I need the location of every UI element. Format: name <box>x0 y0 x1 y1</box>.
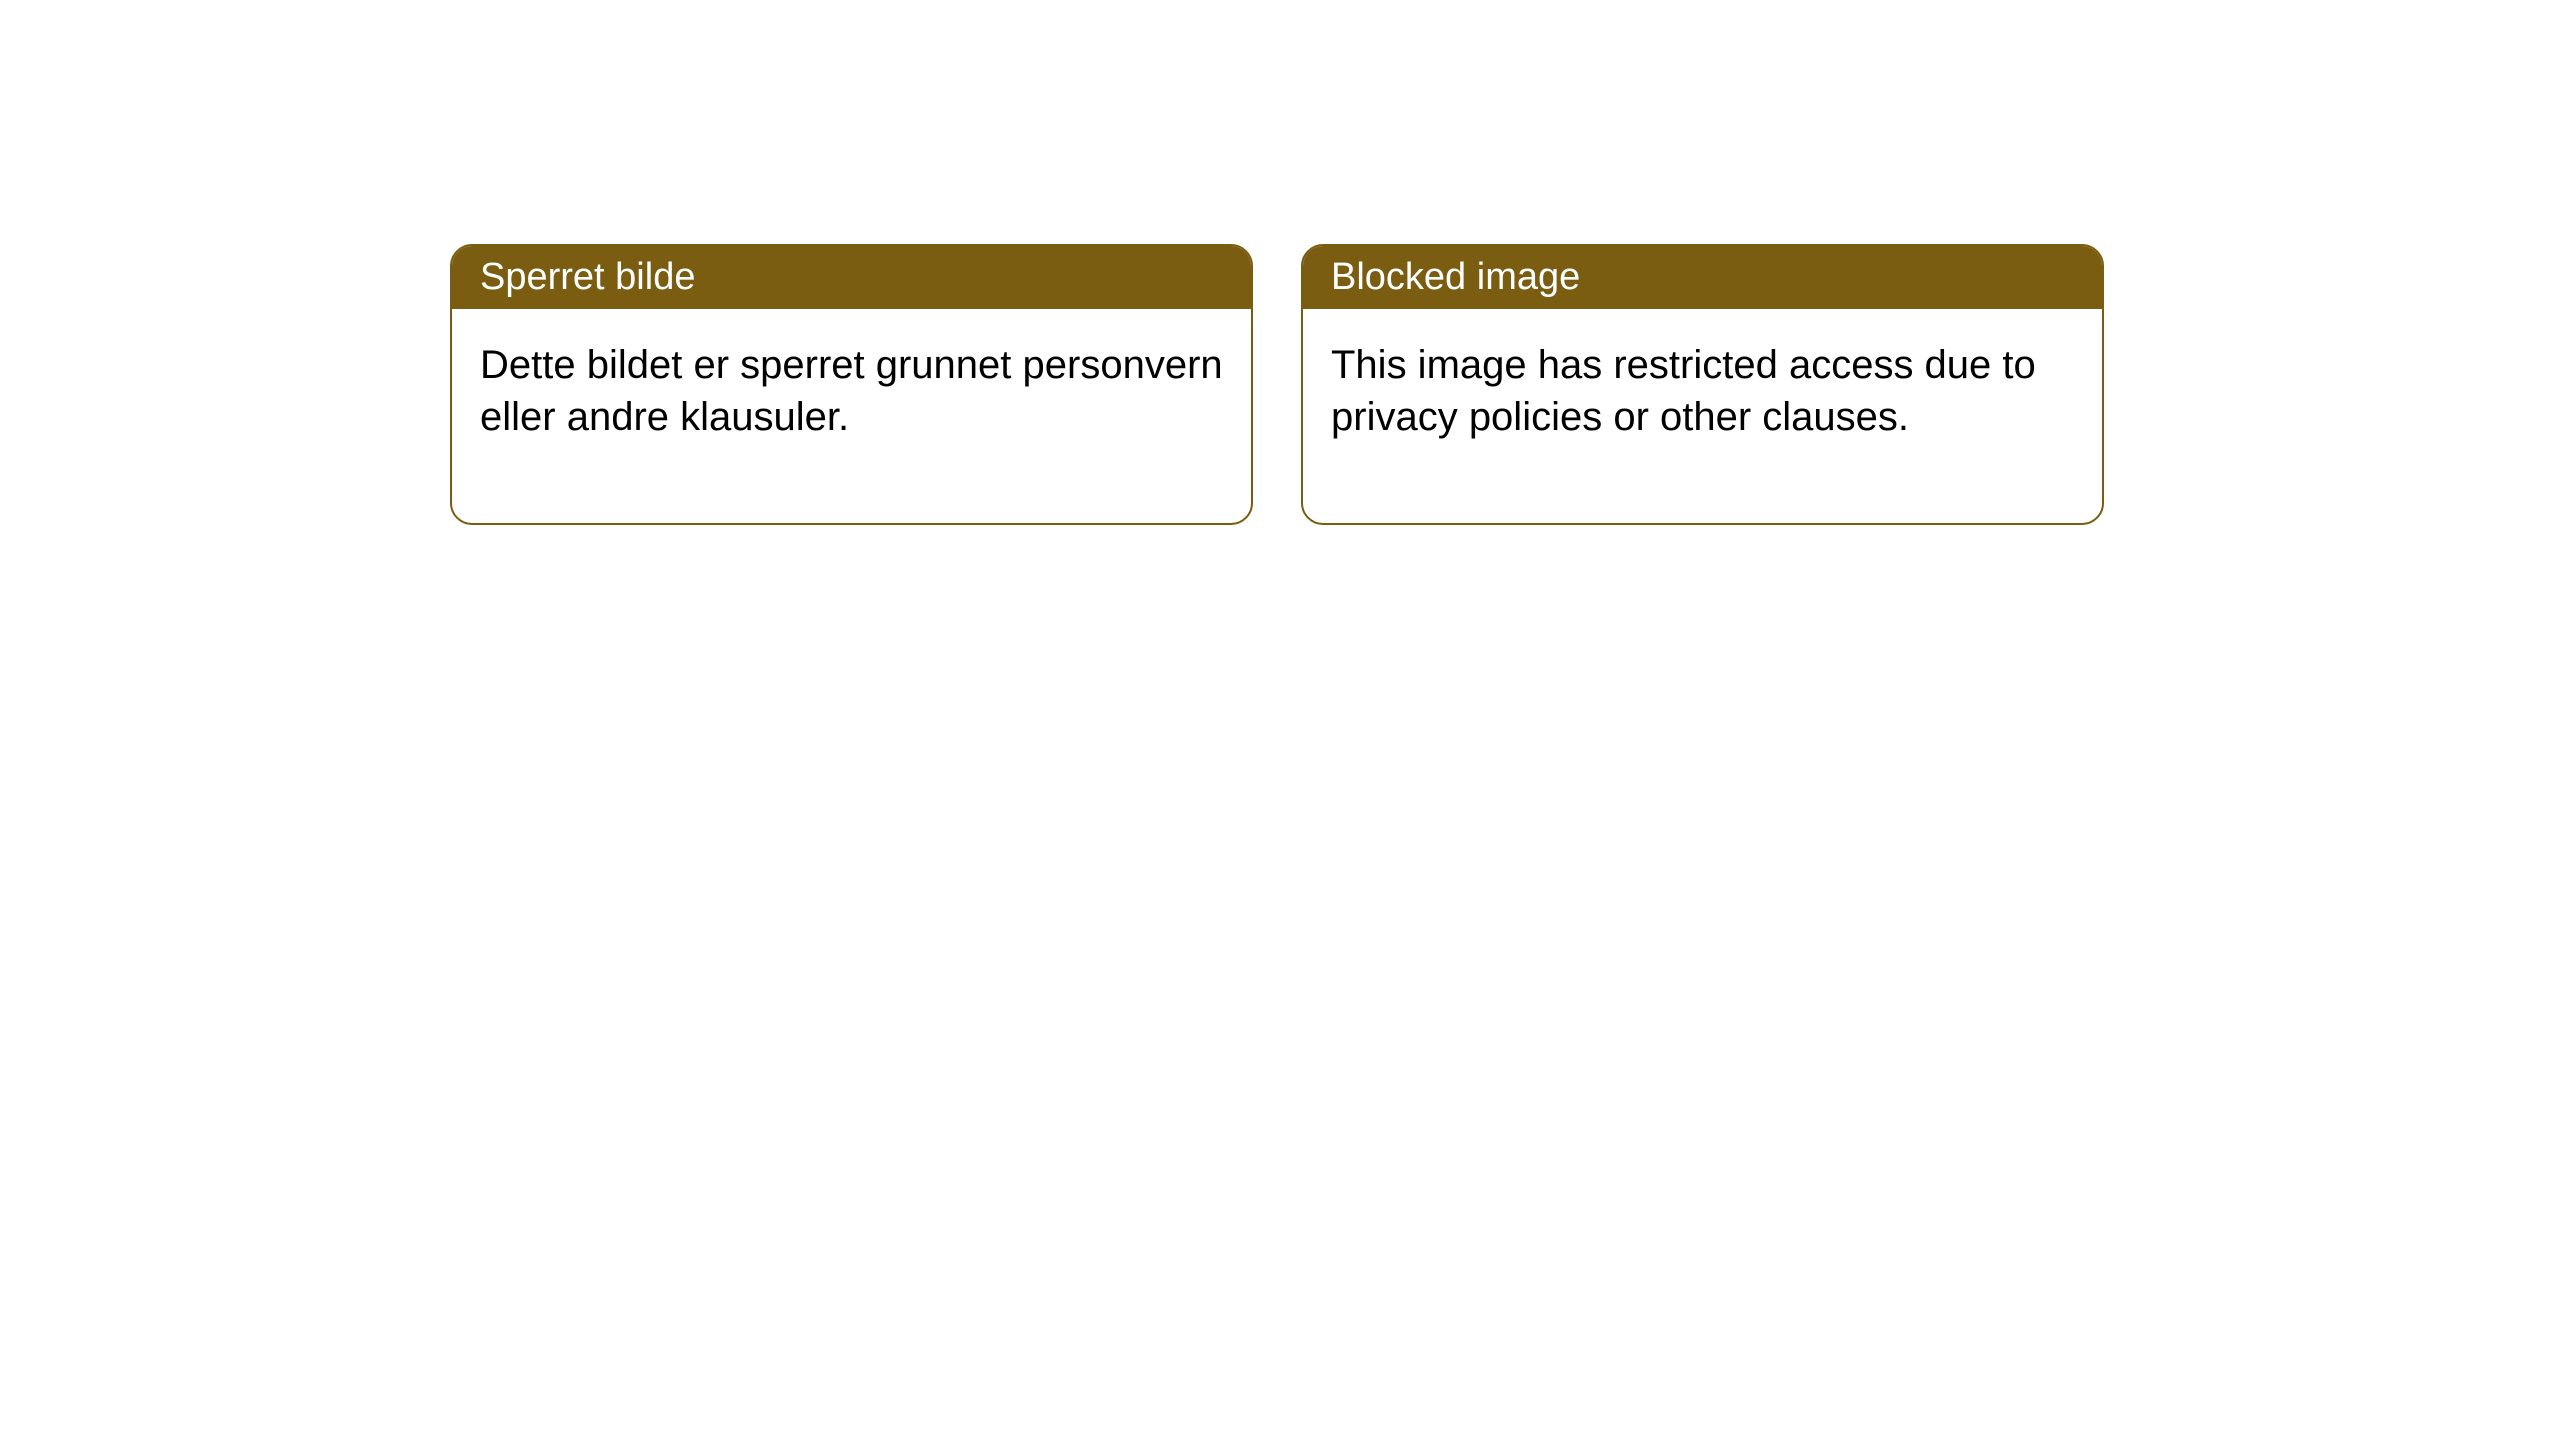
card-title-no: Sperret bilde <box>480 256 695 298</box>
notice-container: Sperret bilde Dette bildet er sperret gr… <box>0 0 2560 525</box>
card-header-no: Sperret bilde <box>452 246 1251 309</box>
card-message-en: This image has restricted access due to … <box>1331 343 2036 439</box>
card-message-no: Dette bildet er sperret grunnet personve… <box>480 343 1223 439</box>
card-title-en: Blocked image <box>1331 256 1580 298</box>
card-header-en: Blocked image <box>1303 246 2102 309</box>
blocked-image-card-en: Blocked image This image has restricted … <box>1301 244 2104 525</box>
card-body-en: This image has restricted access due to … <box>1303 309 2102 523</box>
card-body-no: Dette bildet er sperret grunnet personve… <box>452 309 1251 523</box>
blocked-image-card-no: Sperret bilde Dette bildet er sperret gr… <box>450 244 1253 525</box>
